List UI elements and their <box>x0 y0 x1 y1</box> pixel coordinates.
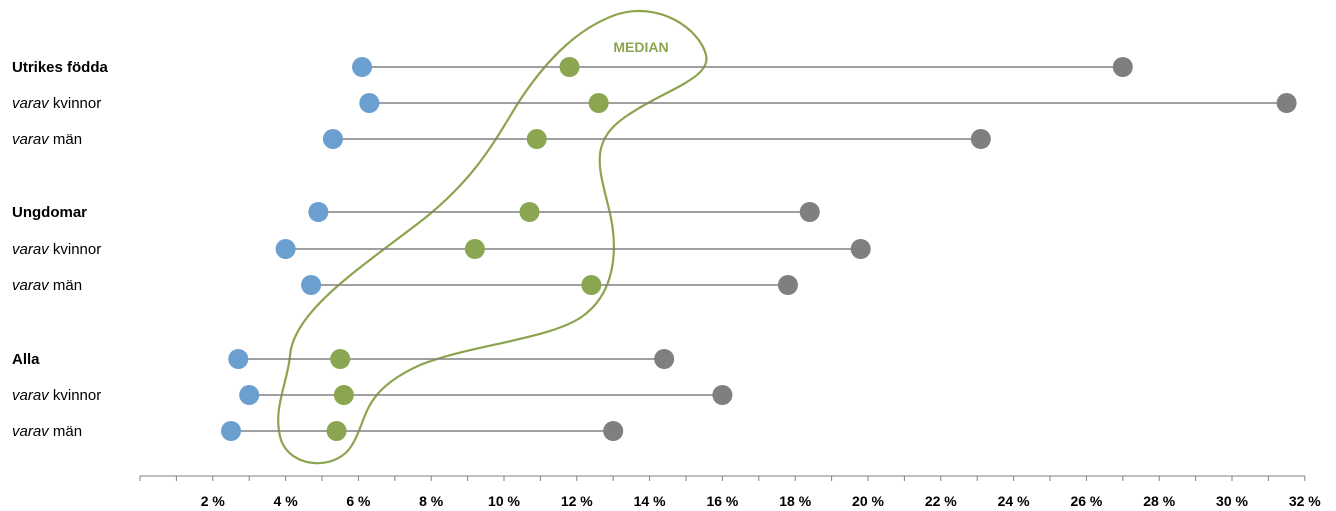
row-label-prefix: varav <box>12 387 50 404</box>
low-point <box>275 239 296 259</box>
median-point <box>464 239 485 259</box>
row-label-text: Utrikes födda <box>12 59 109 76</box>
high-point <box>850 239 871 259</box>
high-point <box>654 349 675 369</box>
row-label: varav kvinnor <box>12 241 101 258</box>
row-1: varav kvinnor <box>12 93 1297 113</box>
high-point <box>1112 57 1133 77</box>
row-6: Alla <box>12 349 675 369</box>
high-point <box>970 129 991 149</box>
row-label: varav män <box>12 131 82 148</box>
low-point <box>308 202 329 222</box>
low-point <box>322 129 343 149</box>
row-label: Alla <box>12 351 40 368</box>
row-label-prefix: varav <box>12 131 50 148</box>
high-point <box>712 385 733 405</box>
x-tick-label: 6 % <box>346 493 371 509</box>
median-point <box>526 129 547 149</box>
row-label-text: män <box>49 277 82 294</box>
low-point <box>352 57 373 77</box>
x-tick-label: 24 % <box>998 493 1030 509</box>
x-axis: 2 % 4 % 6 % 8 % 10 % 12 % 14 % 16 % 18 % 20 % 22 %… <box>139 475 1321 509</box>
row-8: varav män <box>12 421 624 441</box>
x-tick-label: 20 % <box>852 493 884 509</box>
row-label: varav kvinnor <box>12 387 101 404</box>
x-tick-label: 28 % <box>1143 493 1175 509</box>
median-label: MEDIAN <box>613 39 668 55</box>
x-tick-label: 14 % <box>634 493 666 509</box>
row-label-prefix: varav <box>12 423 50 440</box>
high-point <box>603 421 624 441</box>
low-point <box>239 385 260 405</box>
low-point <box>301 275 322 295</box>
row-label-text: män <box>49 423 82 440</box>
high-point <box>1276 93 1297 113</box>
row-label: Ungdomar <box>12 204 87 221</box>
median-point <box>326 421 347 441</box>
row-5: varav män <box>12 275 798 295</box>
row-label-text: kvinnor <box>49 241 102 258</box>
median-point <box>333 385 354 405</box>
row-0: Utrikes födda <box>12 57 1133 77</box>
row-label: Utrikes födda <box>12 59 109 76</box>
x-tick-label: 8 % <box>419 493 444 509</box>
x-tick-label: 26 % <box>1070 493 1102 509</box>
x-tick-label: 18 % <box>779 493 811 509</box>
row-label: varav kvinnor <box>12 95 101 112</box>
x-tick-label: 10 % <box>488 493 520 509</box>
row-label-text: kvinnor <box>49 387 102 404</box>
row-4: varav kvinnor <box>12 239 871 259</box>
high-point <box>799 202 820 222</box>
x-tick-label: 16 % <box>706 493 738 509</box>
median-point <box>559 57 580 77</box>
median-point <box>588 93 609 113</box>
median-point <box>519 202 540 222</box>
row-label-text: Alla <box>12 351 40 368</box>
row-label: varav män <box>12 277 82 294</box>
x-tick-label: 30 % <box>1216 493 1248 509</box>
high-point <box>777 275 798 295</box>
row-label: varav män <box>12 423 82 440</box>
row-label-prefix: varav <box>12 95 50 112</box>
row-2: varav män <box>12 129 991 149</box>
low-point <box>228 349 249 369</box>
x-tick-label: 12 % <box>561 493 593 509</box>
x-tick-label: 32 % <box>1289 493 1321 509</box>
low-point <box>359 93 380 113</box>
row-label-text: kvinnor <box>49 95 102 112</box>
row-7: varav kvinnor <box>12 385 733 405</box>
x-tick-label: 4 % <box>274 493 299 509</box>
x-tick-label: 22 % <box>925 493 957 509</box>
row-label-prefix: varav <box>12 277 50 294</box>
row-label-text: Ungdomar <box>12 204 87 221</box>
x-tick-label: 2 % <box>201 493 226 509</box>
median-point <box>581 275 602 295</box>
row-label-prefix: varav <box>12 241 50 258</box>
row-3: Ungdomar <box>12 202 820 222</box>
low-point <box>221 421 241 441</box>
median-point <box>330 349 351 369</box>
row-label-text: män <box>49 131 82 148</box>
